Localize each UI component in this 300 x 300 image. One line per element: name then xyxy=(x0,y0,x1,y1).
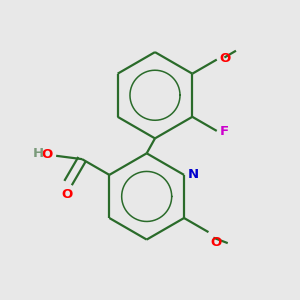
Text: O: O xyxy=(61,188,72,201)
Text: H: H xyxy=(32,147,44,160)
Text: F: F xyxy=(220,125,229,138)
Text: O: O xyxy=(42,148,53,161)
Text: N: N xyxy=(188,168,199,182)
Text: O: O xyxy=(211,236,222,249)
Text: O: O xyxy=(219,52,231,65)
